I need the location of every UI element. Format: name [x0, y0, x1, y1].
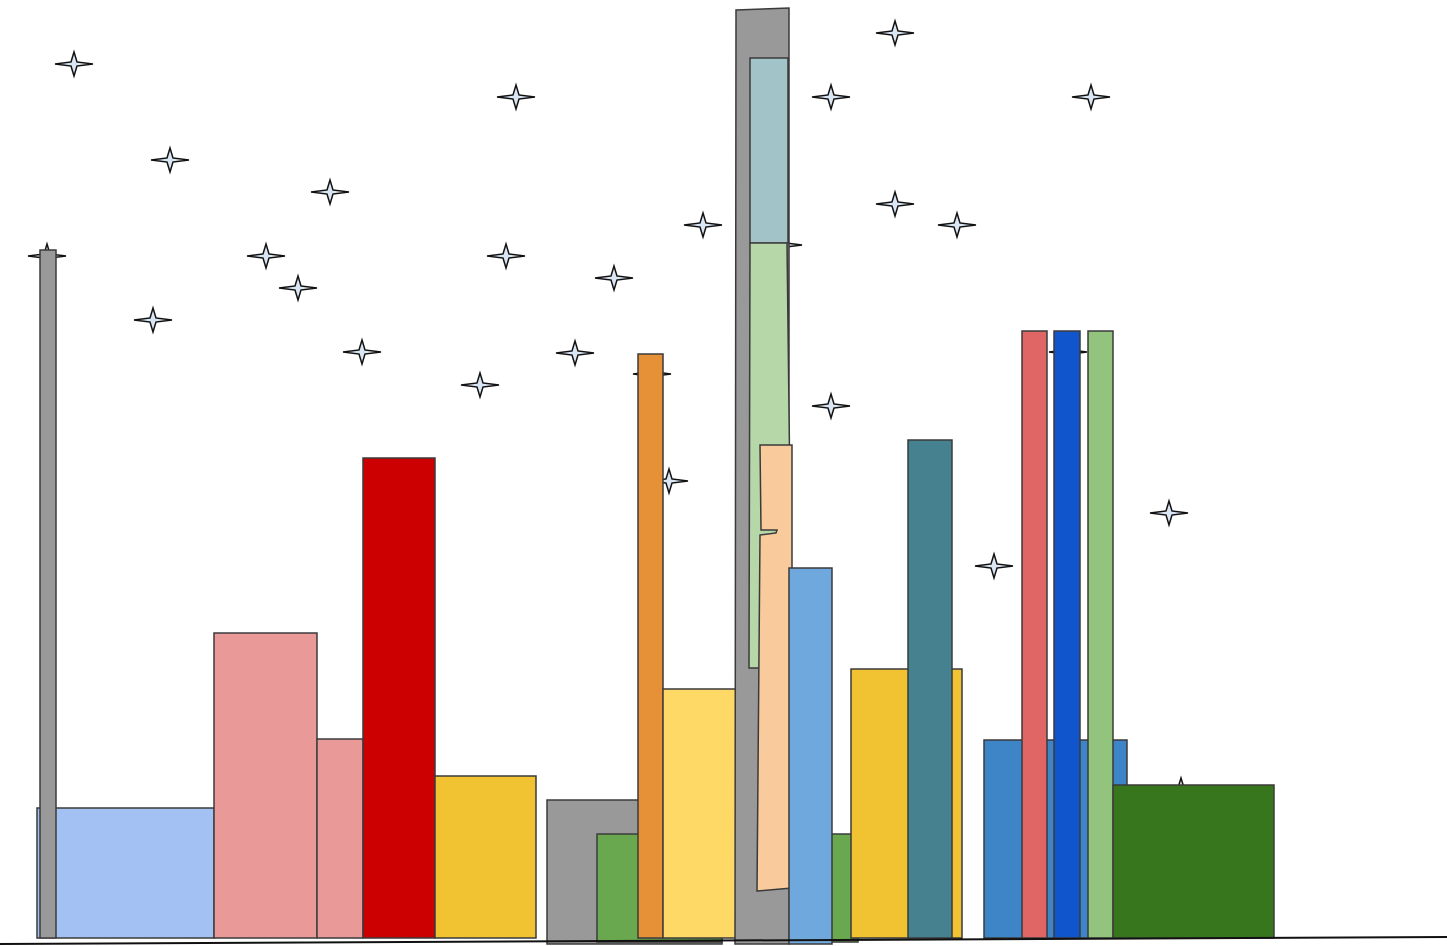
- star: [150, 147, 190, 173]
- star: [1071, 84, 1111, 110]
- star: [875, 191, 915, 217]
- star: [811, 393, 851, 419]
- star: [555, 340, 595, 366]
- star: [683, 212, 723, 238]
- block: [1087, 330, 1114, 939]
- block: [434, 775, 537, 939]
- block: [1021, 330, 1048, 939]
- star: [594, 265, 634, 291]
- star: [486, 243, 526, 269]
- star: [496, 84, 536, 110]
- block: [662, 688, 739, 939]
- star: [1149, 500, 1189, 526]
- star: [133, 307, 173, 333]
- star: [811, 84, 851, 110]
- star: [54, 51, 94, 77]
- star: [342, 339, 382, 365]
- ground: [0, 936, 1447, 945]
- block: [213, 632, 318, 939]
- blocks: [36, 7, 1275, 945]
- star: [246, 243, 286, 269]
- block: [39, 249, 57, 939]
- block: [1112, 784, 1275, 939]
- star: [460, 372, 500, 398]
- block: [788, 567, 833, 945]
- star: [974, 553, 1014, 579]
- block: [362, 457, 436, 939]
- block: [756, 444, 793, 892]
- star: [937, 212, 977, 238]
- block: [36, 807, 215, 939]
- block: [749, 57, 789, 244]
- star: [310, 179, 350, 205]
- block: [907, 439, 953, 939]
- block: [316, 738, 364, 939]
- block: [637, 353, 664, 939]
- star: [278, 275, 318, 301]
- star: [875, 20, 915, 46]
- block: [1053, 330, 1081, 939]
